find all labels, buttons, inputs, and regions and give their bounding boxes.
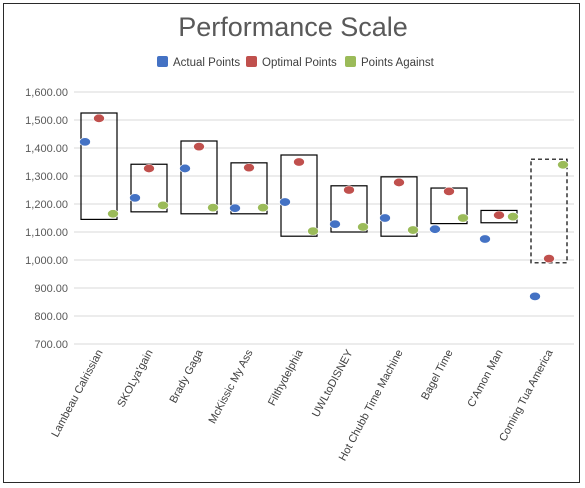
range-boxes (80, 112, 568, 264)
legend-swatch (246, 56, 257, 67)
legend-label: Actual Points (173, 57, 240, 69)
data-point (279, 197, 291, 207)
y-tick-label: 1,400.00 (25, 143, 68, 155)
y-tick-label: 1,600.00 (25, 87, 68, 99)
data-point (529, 291, 541, 301)
data-point (407, 225, 419, 235)
data-point (229, 203, 241, 213)
data-point (343, 185, 355, 195)
data-point (207, 203, 219, 213)
range-box (180, 140, 218, 215)
y-tick-label: 1,200.00 (25, 199, 68, 211)
data-point (243, 163, 255, 173)
data-point (543, 254, 555, 264)
x-category-label: Brady Gaga (167, 347, 206, 405)
legend-swatch (157, 56, 168, 67)
data-point (179, 163, 191, 173)
data-point (379, 213, 391, 223)
data-point (479, 234, 491, 244)
range-box (280, 154, 318, 237)
data-point (193, 142, 205, 152)
legend-swatch (345, 56, 356, 67)
data-points (79, 113, 569, 301)
range-box (380, 176, 418, 237)
data-point (443, 186, 455, 196)
data-point (329, 219, 341, 229)
y-tick-label: 1,100.00 (25, 227, 68, 239)
data-point (493, 210, 505, 220)
chart-frame: Performance Scale Actual Points Optimal P… (3, 3, 580, 483)
data-point (357, 222, 369, 232)
legend-label: Optimal Points (262, 57, 337, 69)
y-tick-label: 1,300.00 (25, 171, 68, 183)
data-point (293, 157, 305, 167)
y-tick-label: 800.00 (34, 311, 68, 323)
data-point (93, 113, 105, 123)
x-category-label: Coming Tua America (497, 347, 556, 444)
range-box (80, 112, 118, 221)
range-box (230, 162, 268, 215)
data-point (107, 209, 119, 219)
legend-label: Points Against (361, 57, 435, 69)
y-tick-label: 1,000.00 (25, 255, 68, 267)
range-box (530, 158, 568, 264)
x-category-label: UWLtoDISNEY (310, 347, 356, 419)
data-point (429, 224, 441, 234)
gridlines (74, 91, 574, 345)
x-category-label: Filthydelphia (266, 347, 306, 408)
data-point (129, 193, 141, 203)
data-point (143, 163, 155, 173)
x-category-label: SKOLya'gain (115, 348, 155, 410)
x-category-label: Bagel Time (419, 348, 455, 402)
data-point (393, 177, 405, 187)
y-tick-label: 1,500.00 (25, 115, 68, 127)
x-axis-labels: Lambeau Calrissian SKOLya'gain Brady Gaga M… (49, 347, 556, 463)
performance-scale-chart: Performance Scale Actual Points Optimal P… (25, 12, 574, 463)
data-point (507, 212, 519, 222)
y-tick-label: 900.00 (34, 283, 68, 295)
data-point (557, 160, 569, 170)
data-point (457, 213, 469, 223)
x-category-label: Lambeau Calrissian (49, 348, 105, 439)
legend: Actual Points Optimal Points Points Agains… (157, 56, 435, 69)
x-category-label: C'Amon Man (465, 348, 505, 409)
chart-title: Performance Scale (178, 12, 408, 42)
x-category-label: McKissic My Ass (207, 347, 256, 425)
data-point (307, 226, 319, 236)
data-point (257, 203, 269, 213)
data-point (157, 200, 169, 210)
y-axis-ticks: 700.00 800.00 900.00 1,000.00 1,100.00 1,200.… (25, 87, 68, 351)
data-point (79, 137, 91, 147)
y-tick-label: 700.00 (34, 339, 68, 351)
